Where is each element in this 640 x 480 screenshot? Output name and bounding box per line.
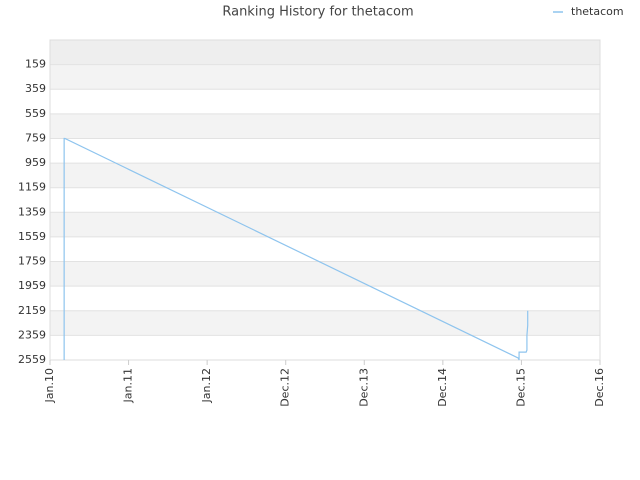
y-tick-label: 959 <box>25 156 46 169</box>
y-tick-label: 1559 <box>18 230 46 243</box>
y-tick-label: 1159 <box>18 181 46 194</box>
y-tick-label: 2159 <box>18 304 46 317</box>
legend-label: thetacom <box>571 5 624 18</box>
y-tick-label: 2359 <box>18 328 46 341</box>
x-tick-label: Dec.13 <box>357 368 370 407</box>
chart-title: Ranking History for thetacom <box>222 5 413 20</box>
plot-band <box>50 138 600 164</box>
plot-band <box>50 187 600 213</box>
y-tick-label: 359 <box>25 82 46 95</box>
plot-band <box>50 335 600 360</box>
plot-band <box>50 236 600 262</box>
x-tick-label: Dec.15 <box>514 368 527 407</box>
x-tick-label: Jan.10 <box>43 368 56 403</box>
x-tick-label: Jan.11 <box>122 368 135 403</box>
y-tick-label: 159 <box>25 58 46 71</box>
y-tick-label: 2559 <box>18 353 46 366</box>
y-tick-label: 559 <box>25 107 46 120</box>
plot-band <box>50 286 600 311</box>
series-line <box>63 137 529 361</box>
y-tick-label: 1359 <box>18 205 46 218</box>
x-tick-label: Dec.16 <box>593 368 606 407</box>
plot-band <box>50 89 600 114</box>
y-tick-label: 759 <box>25 131 46 144</box>
plot-band <box>50 40 600 65</box>
plot-band <box>50 212 600 237</box>
x-tick-label: Dec.12 <box>279 368 292 407</box>
x-tick-label: Dec.14 <box>436 368 449 407</box>
y-tick-label: 1959 <box>18 279 46 292</box>
plot-band <box>50 310 600 336</box>
plot-band <box>50 163 600 188</box>
plot-band <box>50 113 600 139</box>
plot-band <box>50 261 600 287</box>
plot-band <box>50 64 600 90</box>
x-tick-label: Jan.12 <box>200 368 213 403</box>
y-tick-label: 1759 <box>18 255 46 268</box>
plot-border <box>49 39 601 361</box>
